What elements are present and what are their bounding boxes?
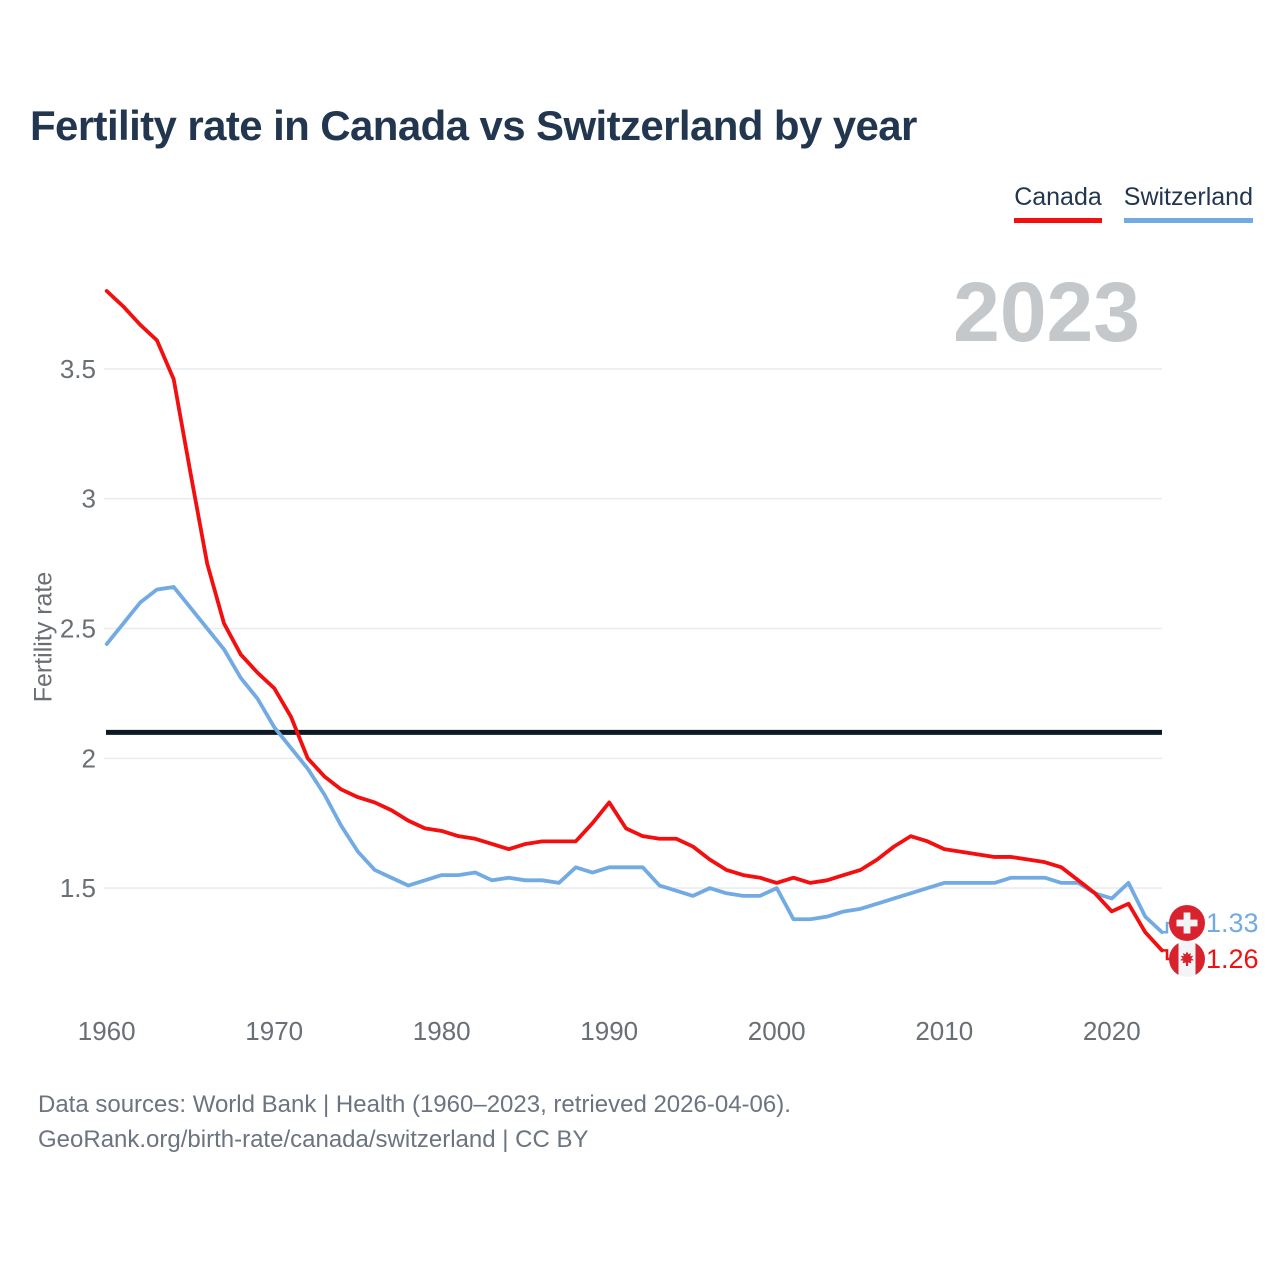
y-tick-label: 3.5 [60, 354, 96, 384]
x-tick-label: 1990 [580, 1016, 638, 1046]
y-tick-label: 2 [82, 743, 96, 773]
canada-flag-icon [1169, 941, 1205, 977]
watermark-year: 2023 [953, 265, 1140, 359]
end-value-canada: 1.26 [1206, 944, 1259, 974]
connector-switzerland [1162, 921, 1169, 934]
x-tick-label: 2010 [915, 1016, 973, 1046]
end-value-switzerland: 1.33 [1206, 908, 1259, 938]
connector-canada [1162, 949, 1169, 961]
footer-source-line: Data sources: World Bank | Health (1960–… [38, 1091, 791, 1118]
legend: Canada Switzerland [1014, 183, 1253, 223]
x-tick-label: 1980 [413, 1016, 471, 1046]
x-tick-label: 1970 [245, 1016, 303, 1046]
legend-item-switzerland[interactable]: Switzerland [1123, 183, 1253, 223]
y-tick-label: 2.5 [60, 614, 96, 644]
end-label-connectors [1162, 921, 1169, 961]
legend-item-canada[interactable]: Canada [1014, 183, 1102, 223]
y-axis-title: Fertility rate [29, 571, 58, 703]
gridlines: 1.5 2 2.5 3 3.5 1960 1970 1980 1990 2000 2010 2020 [60, 354, 1162, 1046]
maple-leaf [1180, 951, 1194, 966]
x-tick-label: 1960 [78, 1016, 136, 1046]
series-line-canada [104, 289, 1164, 953]
x-tick-label: 2020 [1083, 1016, 1141, 1046]
page-title: Fertility rate in Canada vs Switzerland … [30, 102, 917, 149]
x-tick-label: 2000 [748, 1016, 806, 1046]
series-lines [104, 289, 1164, 953]
footer: Data sources: World Bank | Health (1960–… [38, 1087, 791, 1157]
y-tick-label: 3 [82, 484, 96, 514]
series-line-switzerland [104, 585, 1164, 935]
switzerland-flag-icon [1169, 905, 1205, 941]
y-tick-label: 1.5 [60, 873, 96, 903]
footer-attribution-line: GeoRank.org/birth-rate/canada/switzerlan… [38, 1126, 589, 1153]
